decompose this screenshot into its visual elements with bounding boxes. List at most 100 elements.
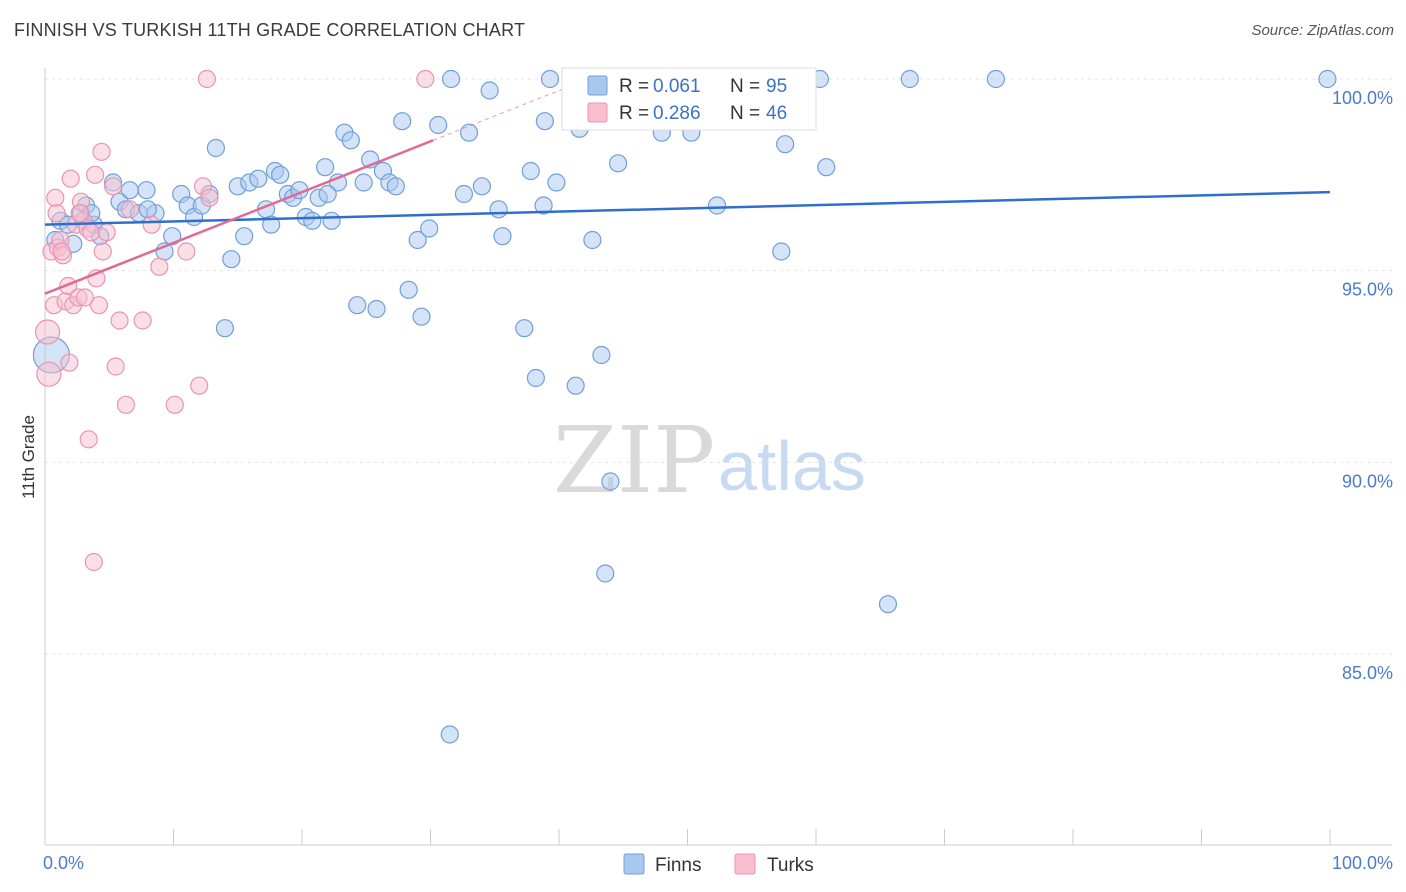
finns-point [120, 181, 139, 200]
y-tick-label: 95.0% [1342, 280, 1393, 300]
turks-point [47, 204, 66, 223]
finns-point [441, 69, 461, 89]
series-legend: Finns Turks [623, 853, 814, 876]
finns-point [772, 242, 791, 261]
finns-point [526, 368, 545, 388]
finns-point [235, 227, 254, 246]
turks-point [36, 361, 62, 387]
turks-point [79, 430, 98, 449]
x-ticks [44, 829, 1331, 845]
turks-point [106, 357, 125, 376]
finns-point [776, 135, 795, 154]
turks-point [150, 257, 169, 276]
finns-point [489, 200, 508, 219]
finns-point [386, 177, 405, 196]
finns-point [1318, 69, 1337, 89]
finns-point [583, 230, 602, 250]
finns-n-value: 95 [766, 76, 787, 97]
trend-lines [44, 83, 1331, 295]
finns-point [303, 211, 322, 230]
y-tick-label: 90.0% [1342, 471, 1393, 491]
finns-point [412, 307, 431, 326]
finns-n-label: N = [730, 76, 760, 97]
watermark-zip: ZIP [553, 407, 715, 514]
finns-point [472, 177, 491, 196]
finns-point [206, 138, 226, 158]
finns-trend-line [44, 190, 1331, 226]
finns-point [817, 158, 836, 177]
finns-point [420, 219, 439, 238]
turks-point [92, 142, 111, 161]
y-axis-title: 11th Grade [19, 415, 38, 499]
finns-point [271, 165, 290, 184]
turks-series-label: Turks [767, 855, 814, 876]
x-tick-label: 0.0% [43, 853, 84, 873]
turks-point [84, 552, 103, 572]
turks-point [75, 288, 94, 307]
finns-point [601, 472, 620, 491]
turks-point [104, 177, 123, 196]
turks-point [93, 242, 112, 261]
finns-point [986, 69, 1006, 89]
y-tick-label: 85.0% [1342, 663, 1393, 683]
finns-point [547, 173, 566, 192]
finns-point [878, 595, 898, 614]
finns-point [429, 115, 448, 135]
turks-point [61, 169, 80, 188]
finns-point [592, 345, 611, 365]
y-tick-label: 100.0% [1332, 88, 1393, 108]
turks-point [52, 242, 71, 261]
turks-n-label: N = [730, 103, 760, 124]
turks-point [60, 353, 79, 372]
chart-title: FINNISH VS TURKISH 11TH GRADE CORRELATIO… [14, 20, 526, 40]
finns-point [354, 173, 373, 192]
finns-point [393, 112, 412, 131]
turks-point [133, 311, 152, 330]
finns-point [493, 227, 512, 246]
stats-legend: R = 0.061 N = 95 R = 0.286 N = 46 [561, 67, 817, 131]
turks-point [110, 311, 129, 330]
turks-legend-swatch [587, 102, 608, 123]
finns-point [249, 169, 268, 188]
finns-point [459, 123, 479, 142]
turks-r-value: 0.286 [653, 103, 701, 124]
finns-point [316, 158, 335, 177]
turks-series-swatch [734, 853, 756, 875]
finns-r-value: 0.061 [653, 76, 701, 97]
turks-point [86, 165, 105, 184]
finns-point [440, 725, 459, 744]
turks-point [177, 242, 196, 261]
turks-trend-extension [432, 83, 577, 141]
finns-r-label: R = [619, 76, 649, 97]
finns-point [534, 196, 553, 215]
finns-point [399, 280, 418, 299]
finns-series-swatch [623, 853, 645, 875]
finns-point [566, 376, 585, 395]
turks-r-label: R = [619, 103, 649, 124]
turks-n-value: 46 [766, 103, 787, 124]
turks-point [46, 188, 65, 207]
turks-points [34, 69, 435, 572]
finns-point [137, 181, 156, 200]
watermark-atlas: atlas [718, 427, 866, 505]
turks-point [70, 204, 89, 223]
source-label: Source: ZipAtlas.com [1251, 22, 1394, 39]
finns-point [454, 184, 474, 204]
axes [44, 68, 1392, 846]
finns-point [596, 564, 615, 583]
turks-point [165, 395, 184, 414]
finns-point [609, 154, 628, 173]
turks-point [197, 69, 217, 89]
finns-point [322, 211, 341, 230]
finns-point [900, 69, 919, 89]
finns-point [215, 319, 234, 338]
finns-point [318, 184, 337, 204]
gridlines [45, 78, 1392, 655]
turks-point [89, 296, 109, 315]
turks-point [34, 319, 61, 345]
turks-trend-line [44, 139, 434, 295]
turks-point [116, 395, 136, 414]
turks-point [82, 223, 101, 242]
finns-point [521, 161, 540, 181]
